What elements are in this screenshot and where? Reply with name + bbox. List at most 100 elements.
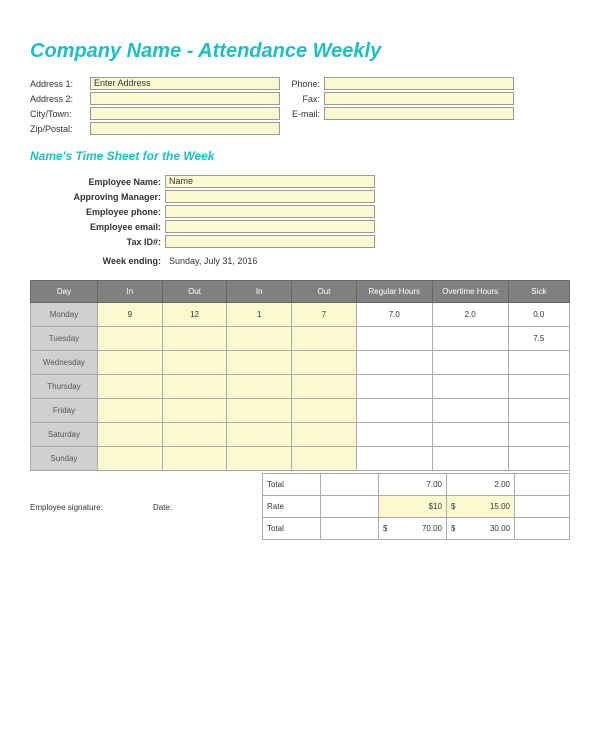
fax-field[interactable]: [324, 92, 514, 105]
email-label: E-mail:: [284, 109, 324, 119]
table-cell[interactable]: [227, 375, 292, 399]
table-cell[interactable]: [162, 423, 227, 447]
zip-field[interactable]: [90, 122, 280, 135]
totals-spacer: [321, 496, 379, 518]
totals-spacer: [321, 474, 379, 496]
table-cell[interactable]: Friday: [31, 399, 98, 423]
city-field[interactable]: [90, 107, 280, 120]
table-cell[interactable]: [292, 351, 357, 375]
emp-taxid-label: Tax ID#:: [30, 237, 165, 247]
table-header: Day: [31, 281, 98, 303]
table-cell[interactable]: [227, 351, 292, 375]
emp-phone-field[interactable]: [165, 205, 375, 218]
table-header: Out: [162, 281, 227, 303]
table-cell[interactable]: [356, 423, 432, 447]
table-cell[interactable]: [356, 351, 432, 375]
emp-manager-field[interactable]: [165, 190, 375, 203]
table-cell[interactable]: [97, 375, 162, 399]
city-label: City/Town:: [30, 109, 90, 119]
table-cell[interactable]: [162, 351, 227, 375]
address2-field[interactable]: [90, 92, 280, 105]
table-cell[interactable]: [432, 447, 508, 471]
table-cell[interactable]: [97, 447, 162, 471]
table-cell[interactable]: [356, 327, 432, 351]
emp-taxid-field[interactable]: [165, 235, 375, 248]
week-ending-value: Sunday, July 31, 2016: [165, 256, 257, 266]
emp-name-field[interactable]: Name: [165, 175, 375, 188]
emp-email-field[interactable]: [165, 220, 375, 233]
table-cell[interactable]: Monday: [31, 303, 98, 327]
table-cell[interactable]: 7.0: [356, 303, 432, 327]
table-cell[interactable]: [97, 399, 162, 423]
email-field[interactable]: [324, 107, 514, 120]
table-cell[interactable]: 7: [292, 303, 357, 327]
table-cell[interactable]: [227, 399, 292, 423]
table-cell[interactable]: 1: [227, 303, 292, 327]
table-cell[interactable]: [432, 423, 508, 447]
totals-label: Rate: [263, 496, 321, 518]
subtitle: Name's Time Sheet for the Week: [30, 149, 570, 163]
table-cell[interactable]: [292, 375, 357, 399]
table-cell[interactable]: [356, 375, 432, 399]
totals-label: Total: [263, 474, 321, 496]
table-cell[interactable]: [97, 327, 162, 351]
totals-reg: $70.00: [379, 518, 447, 540]
table-cell[interactable]: [97, 423, 162, 447]
table-cell[interactable]: [162, 447, 227, 471]
zip-label: Zip/Postal:: [30, 124, 90, 134]
table-cell[interactable]: [227, 447, 292, 471]
emp-name-label: Employee Name:: [30, 177, 165, 187]
table-cell[interactable]: Sunday: [31, 447, 98, 471]
emp-phone-label: Employee phone:: [30, 207, 165, 217]
totals-sick: [515, 474, 570, 496]
phone-field[interactable]: [324, 77, 514, 90]
table-header: Sick: [508, 281, 569, 303]
table-cell[interactable]: [356, 447, 432, 471]
table-header: Out: [292, 281, 357, 303]
table-row: Friday: [31, 399, 570, 423]
table-cell[interactable]: [292, 327, 357, 351]
table-cell[interactable]: [162, 327, 227, 351]
totals-reg: $10: [379, 496, 447, 518]
table-cell[interactable]: 9: [97, 303, 162, 327]
table-cell[interactable]: 12: [162, 303, 227, 327]
table-cell[interactable]: [508, 375, 569, 399]
table-cell[interactable]: [292, 447, 357, 471]
table-header: In: [227, 281, 292, 303]
totals-label: Total: [263, 518, 321, 540]
table-cell[interactable]: [432, 327, 508, 351]
table-cell[interactable]: Saturday: [31, 423, 98, 447]
table-cell[interactable]: 7.5: [508, 327, 569, 351]
week-ending-label: Week ending:: [30, 256, 165, 266]
signature-label: Employee signature:: [30, 503, 103, 540]
table-cell[interactable]: [432, 351, 508, 375]
table-cell[interactable]: [356, 399, 432, 423]
table-cell[interactable]: [508, 447, 569, 471]
fax-label: Fax:: [284, 94, 324, 104]
table-header: Regular Hours: [356, 281, 432, 303]
table-cell[interactable]: [508, 423, 569, 447]
table-cell[interactable]: Tuesday: [31, 327, 98, 351]
table-cell[interactable]: [227, 423, 292, 447]
table-row: Saturday: [31, 423, 570, 447]
table-cell[interactable]: [162, 399, 227, 423]
totals-ot: 2.00: [447, 474, 515, 496]
address1-field[interactable]: Enter Address: [90, 77, 280, 90]
emp-email-label: Employee email:: [30, 222, 165, 232]
table-cell[interactable]: [432, 399, 508, 423]
table-cell[interactable]: [227, 327, 292, 351]
table-cell[interactable]: [162, 375, 227, 399]
table-cell[interactable]: 0.0: [508, 303, 569, 327]
table-cell[interactable]: [432, 375, 508, 399]
table-cell[interactable]: [292, 423, 357, 447]
totals-sick: [515, 496, 570, 518]
table-row: Thursday: [31, 375, 570, 399]
table-cell[interactable]: Wednesday: [31, 351, 98, 375]
table-cell[interactable]: [97, 351, 162, 375]
table-cell[interactable]: [508, 351, 569, 375]
table-cell[interactable]: [292, 399, 357, 423]
table-cell[interactable]: [508, 399, 569, 423]
week-ending: Week ending: Sunday, July 31, 2016: [30, 256, 570, 266]
table-cell[interactable]: Thursday: [31, 375, 98, 399]
table-cell[interactable]: 2.0: [432, 303, 508, 327]
